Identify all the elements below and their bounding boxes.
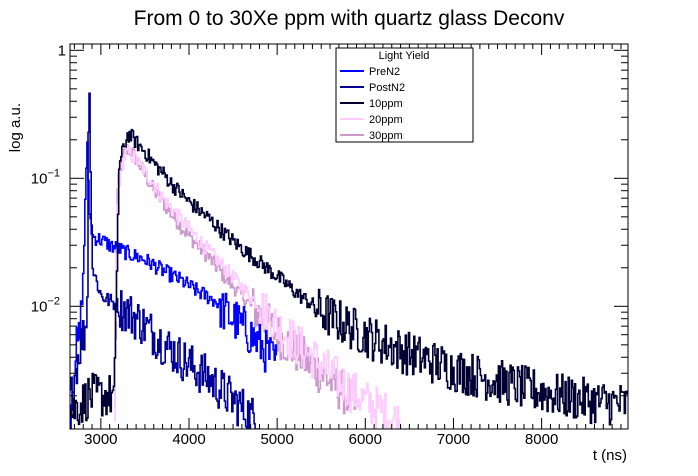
legend-box [335,47,474,143]
legend-label-30ppm: 30ppm [369,130,403,142]
x-tick-label: 4000 [172,431,205,448]
legend-label-10ppm: 10ppm [369,98,403,110]
x-axis-label: t (ns) [593,447,627,464]
x-tick-label: 5000 [260,431,293,448]
series-layer [70,92,628,429]
legend-title: Light Yield [379,50,430,62]
x-axis: 3000 4000 5000 6000 7000 8000 [73,44,622,448]
legend-label-20ppm: 20ppm [369,114,403,126]
y-tick-label: 10−1 [31,167,60,187]
series-line-pren2 [70,141,278,429]
chart-title: From 0 to 30Xe ppm with quartz glass Dec… [134,7,565,30]
plot-frame [69,43,629,430]
y-axis-label: log a.u. [7,103,24,152]
series-line-10ppm [70,128,628,426]
y-tick-label: 1 [58,42,66,59]
x-tick-label: 3000 [84,431,117,448]
series-line-postn2 [70,92,260,429]
y-tick-label: 10−2 [31,295,60,315]
series-line-20ppm [114,144,401,429]
legend-label-pren2: PreN2 [369,66,400,78]
x-tick-label: 7000 [437,431,470,448]
y-axis: 1 10−1 10−2 [31,42,628,397]
legend-label-postn2: PostN2 [369,82,405,94]
x-tick-label: 6000 [349,431,382,448]
x-tick-label: 8000 [525,431,558,448]
legend: Light Yield PreN2 PostN2 10ppm 20ppm 30ppm [335,47,474,143]
